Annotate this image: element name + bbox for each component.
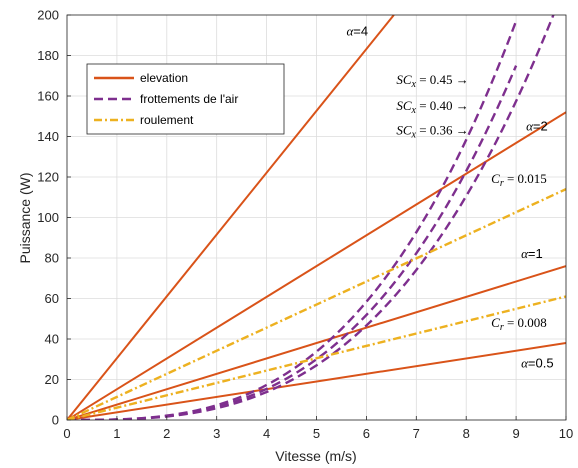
series-line-elevation — [67, 265, 566, 420]
y-tick-label: 40 — [45, 332, 59, 347]
annotation-label: SCx = 0.40 → — [396, 98, 468, 116]
series-line-frottements-de-l-air — [67, 15, 555, 420]
x-tick-label: 8 — [463, 426, 470, 441]
x-tick-label: 4 — [263, 426, 270, 441]
annotation-label: α=0.5 — [521, 355, 554, 370]
legend: elevation frottements de l'air roulement — [86, 63, 285, 135]
x-tick-label: 9 — [512, 426, 519, 441]
series-line-elevation — [67, 15, 395, 420]
x-tick-label: 7 — [413, 426, 420, 441]
legend-label: elevation — [140, 71, 188, 85]
y-tick-label: 140 — [37, 129, 59, 144]
series-line-elevation — [67, 111, 566, 420]
annotation-label: SCx = 0.36 → — [396, 122, 468, 140]
annotation-label: α=1 — [521, 246, 543, 261]
annotation-label: α=4 — [346, 23, 368, 38]
y-tick-label: 60 — [45, 291, 59, 306]
x-tick-label: 0 — [63, 426, 70, 441]
legend-label: roulement — [140, 113, 194, 127]
y-tick-label: 120 — [37, 170, 59, 185]
annotation-label: SCx = 0.45 → — [396, 72, 468, 90]
annotation-label: Cr = 0.008 — [491, 315, 547, 333]
series-layer — [67, 15, 566, 420]
x-tick-label: 6 — [363, 426, 370, 441]
y-tick-label: 20 — [45, 372, 59, 387]
series-line-elevation — [67, 342, 566, 420]
x-axis-label: Vitesse (m/s) — [275, 448, 356, 464]
y-tick-label: 100 — [37, 210, 59, 225]
x-tick-label: 2 — [163, 426, 170, 441]
y-tick-label: 160 — [37, 89, 59, 104]
annotation-label: Cr = 0.015 — [491, 171, 547, 189]
y-tick-label: 80 — [45, 251, 59, 266]
annotation-label: α=2 — [526, 118, 548, 133]
x-tick-label: 3 — [213, 426, 220, 441]
annotations: α=4 α=2 α=1 α=0.5 SCx = 0.45 → SCx = 0.40 → SC… — [346, 23, 553, 370]
legend-label: frottements de l'air — [140, 92, 238, 106]
y-axis-label: Puissance (W) — [17, 172, 33, 263]
x-tick-label: 10 — [559, 426, 573, 441]
legend-box — [86, 63, 285, 135]
x-tick-label: 5 — [313, 426, 320, 441]
series-line-roulement — [67, 295, 566, 420]
y-tick-label: 180 — [37, 48, 59, 63]
y-tick-label: 200 — [37, 8, 59, 23]
y-tick-label: 0 — [52, 413, 59, 428]
series-line-roulement — [67, 188, 566, 420]
x-tick-label: 1 — [113, 426, 120, 441]
